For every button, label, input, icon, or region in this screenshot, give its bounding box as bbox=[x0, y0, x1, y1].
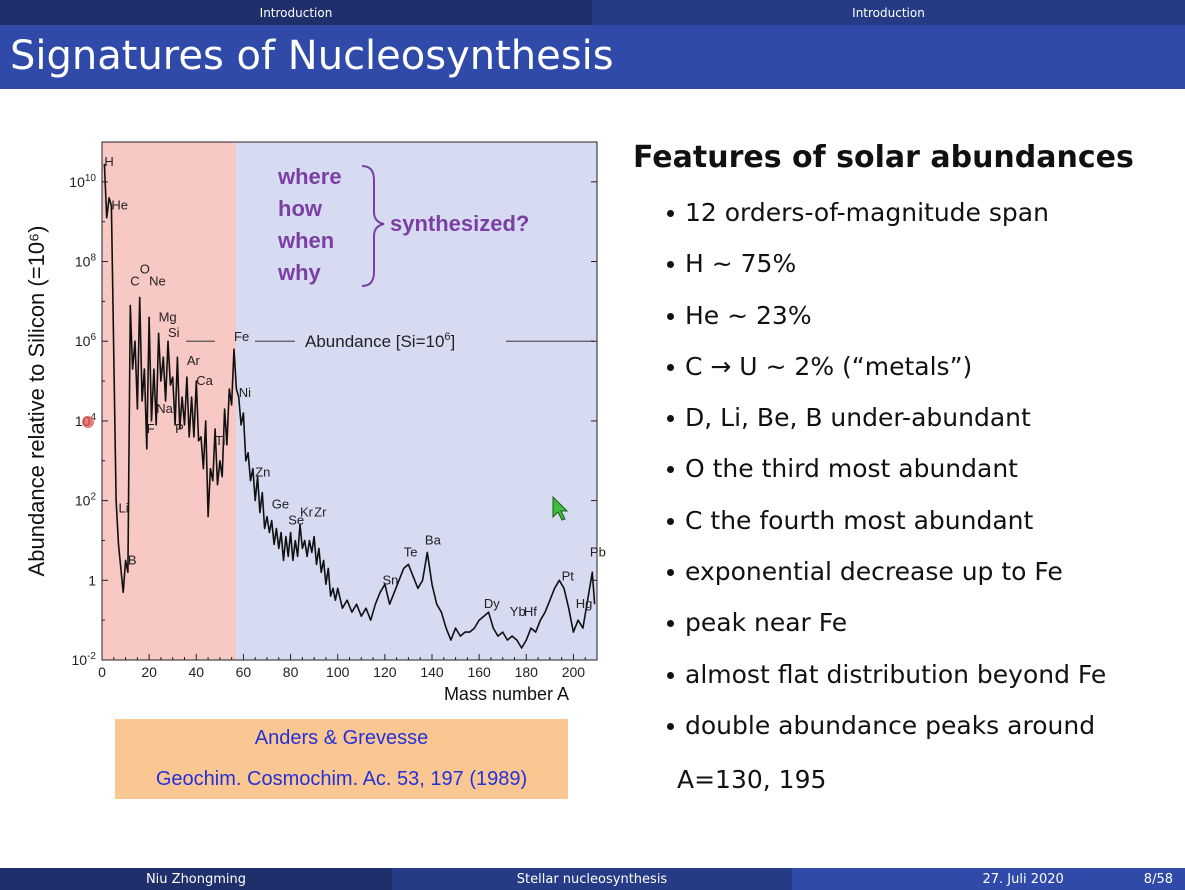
element-label-b: B bbox=[128, 552, 137, 567]
x-tick-label: 200 bbox=[562, 664, 586, 680]
annotation-brace bbox=[361, 165, 385, 287]
footer-author: Niu Zhongming bbox=[0, 868, 392, 890]
feature-item: exponential decrease up to Fe bbox=[663, 557, 1183, 608]
element-label-se: Se bbox=[288, 513, 304, 528]
nav-section-left[interactable]: Introduction bbox=[0, 0, 592, 25]
mouse-cursor-icon bbox=[552, 496, 568, 521]
feature-item: He ~ 23% bbox=[663, 301, 1183, 352]
feature-item: C → U ~ 2% (“metals”) bbox=[663, 352, 1183, 403]
element-label-ge: Ge bbox=[272, 497, 289, 512]
x-tick-label: 80 bbox=[283, 664, 299, 680]
element-label-ni: Ni bbox=[239, 385, 251, 400]
element-label-zr: Zr bbox=[314, 505, 327, 520]
footer-talk-title: Stellar nucleosynthesis bbox=[392, 868, 792, 890]
feature-item: peak near Fe bbox=[663, 608, 1183, 659]
element-label-hg: Hg bbox=[576, 596, 593, 611]
element-label-c: C bbox=[130, 273, 139, 288]
element-label-h: H bbox=[104, 154, 113, 169]
feature-item: O the third most abundant bbox=[663, 454, 1183, 505]
x-tick-label: 0 bbox=[98, 664, 106, 680]
abundance-curve bbox=[103, 163, 596, 649]
footer-page-number: 8/58 bbox=[1143, 871, 1173, 887]
element-label-na: Na bbox=[156, 401, 173, 416]
features-continuation: A=130, 195 bbox=[677, 765, 827, 794]
features-list: 12 orders-of-magnitude span H ~ 75% He ~ 2… bbox=[663, 198, 1183, 762]
y-axis-label: Abundance relative to Silicon (=10⁶) bbox=[24, 226, 49, 577]
element-label-mg: Mg bbox=[159, 309, 177, 324]
element-label-ca: Ca bbox=[196, 373, 213, 388]
annotation-label: synthesized? bbox=[390, 211, 529, 236]
x-axis-label: Mass number A bbox=[444, 684, 569, 704]
feature-item: H ~ 75% bbox=[663, 249, 1183, 300]
element-label-kr: Kr bbox=[300, 505, 314, 520]
title-bar: Signatures of Nucleosynthesis bbox=[0, 25, 1185, 89]
element-label-zn: Zn bbox=[255, 465, 270, 480]
element-label-te: Te bbox=[404, 544, 418, 559]
element-label-p: P bbox=[175, 421, 184, 436]
navigation-bar: Introduction Introduction bbox=[0, 0, 1185, 25]
citation-authors: Anders & Grevesse bbox=[254, 727, 429, 749]
y-tick-label: 1 bbox=[88, 572, 96, 588]
element-label-sn: Sn bbox=[383, 572, 399, 587]
feature-item: 12 orders-of-magnitude span bbox=[663, 198, 1183, 249]
footer-meta: 27. Juli 2020 8/58 bbox=[792, 868, 1185, 890]
y-tick-label: 106 bbox=[75, 332, 97, 349]
annotation-word: where bbox=[277, 164, 342, 189]
element-label-ne: Ne bbox=[149, 273, 166, 288]
annotation-word: why bbox=[277, 260, 322, 285]
feature-item: D, Li, Be, B under-abundant bbox=[663, 403, 1183, 454]
features-title: Features of solar abundances bbox=[633, 140, 1134, 175]
x-tick-label: 160 bbox=[467, 664, 491, 680]
reference-line-label: Abundance [Si=106] bbox=[305, 331, 455, 351]
element-label-ba: Ba bbox=[425, 532, 442, 547]
y-tick-label: 1010 bbox=[69, 173, 96, 190]
feature-item: C the fourth most abundant bbox=[663, 506, 1183, 557]
element-label-fe: Fe bbox=[234, 329, 249, 344]
element-label-hf: Hf bbox=[524, 604, 537, 619]
element-label-ar: Ar bbox=[187, 353, 201, 368]
x-tick-label: 60 bbox=[236, 664, 252, 680]
element-label-dy: Dy bbox=[484, 596, 500, 611]
element-label-f: F bbox=[147, 421, 155, 436]
x-tick-label: 100 bbox=[326, 664, 350, 680]
nav-section-right[interactable]: Introduction bbox=[592, 0, 1185, 25]
element-label-yb: Yb bbox=[510, 604, 526, 619]
element-label-si: Si bbox=[168, 325, 180, 340]
element-label-he: He bbox=[111, 198, 128, 213]
y-tick-label: 102 bbox=[75, 492, 97, 509]
citation-journal: Geochim. Cosmochim. Ac. 53, 197 (1989) bbox=[155, 768, 528, 790]
element-label-pb: Pb bbox=[590, 544, 606, 559]
element-label-li: Li bbox=[119, 501, 129, 516]
laser-pointer-dot bbox=[82, 416, 94, 428]
y-tick-label: 10-2 bbox=[72, 651, 97, 668]
x-tick-label: 40 bbox=[188, 664, 204, 680]
page-title: Signatures of Nucleosynthesis bbox=[10, 33, 614, 79]
footer-date: 27. Juli 2020 bbox=[982, 871, 1064, 887]
footer-bar: Niu Zhongming Stellar nucleosynthesis 27… bbox=[0, 868, 1185, 890]
feature-item: double abundance peaks around bbox=[663, 711, 1183, 762]
element-label-o: O bbox=[140, 261, 150, 276]
element-label-ti: Ti bbox=[215, 433, 225, 448]
shaded-region bbox=[236, 142, 597, 660]
x-tick-label: 140 bbox=[420, 664, 444, 680]
features-panel: Features of solar abundances 12 orders-o… bbox=[633, 140, 1173, 794]
feature-item: almost flat distribution beyond Fe bbox=[663, 660, 1183, 711]
annotation-word: how bbox=[278, 196, 323, 221]
x-tick-label: 120 bbox=[373, 664, 397, 680]
annotation-word: when bbox=[277, 228, 334, 253]
x-tick-label: 20 bbox=[141, 664, 157, 680]
element-label-pt: Pt bbox=[562, 568, 575, 583]
citation-box: Anders & Grevesse Geochim. Cosmochim. Ac… bbox=[115, 719, 568, 799]
y-tick-label: 108 bbox=[75, 253, 97, 270]
x-tick-label: 180 bbox=[515, 664, 539, 680]
